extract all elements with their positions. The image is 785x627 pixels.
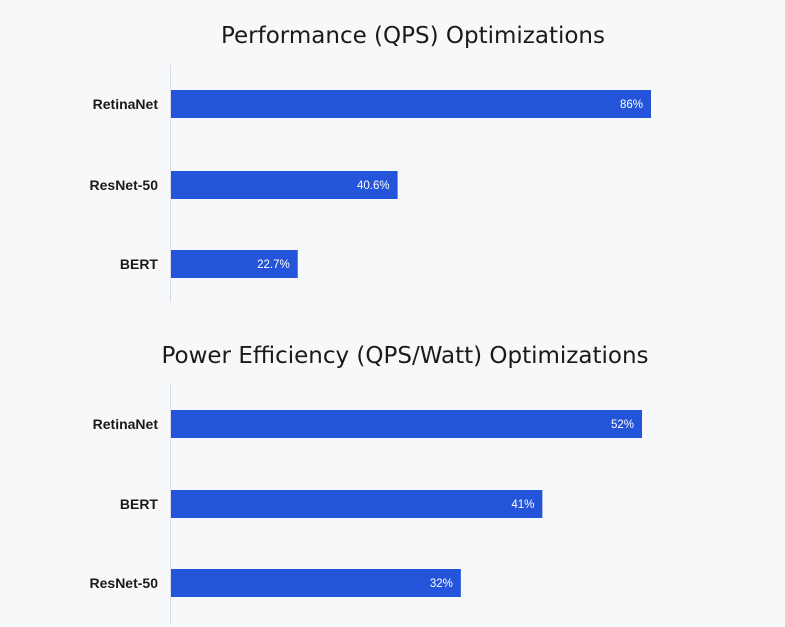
- performance-chart-bars: RetinaNet 86% ResNet-50 40.6% BERT 22.7%: [90, 90, 651, 278]
- performance-chart-bar: [171, 90, 651, 118]
- performance-chart-bar: [171, 250, 298, 278]
- power-efficiency-chart-title: Power Efficiency (QPS/Watt) Optimization…: [161, 343, 648, 369]
- power-efficiency-chart-value-label: 52%: [611, 419, 634, 431]
- power-efficiency-chart-bar: [171, 490, 543, 518]
- performance-chart-value-label: 40.6%: [357, 180, 390, 192]
- performance-chart-value-label: 86%: [620, 99, 643, 111]
- power-efficiency-chart: Power Efficiency (QPS/Watt) Optimization…: [90, 343, 649, 624]
- performance-chart-category-label: ResNet-50: [90, 177, 159, 193]
- performance-chart-bar: [171, 171, 398, 199]
- power-efficiency-chart-category-label: RetinaNet: [93, 416, 159, 432]
- power-efficiency-chart-bars: RetinaNet 52% BERT 41% ResNet-50 32%: [90, 410, 642, 597]
- performance-chart: Performance (QPS) Optimizations RetinaNe…: [90, 23, 651, 302]
- performance-chart-title: Performance (QPS) Optimizations: [221, 23, 605, 49]
- power-efficiency-chart-bar: [171, 569, 461, 597]
- performance-chart-category-label: RetinaNet: [93, 96, 159, 112]
- power-efficiency-chart-value-label: 41%: [511, 499, 534, 511]
- power-efficiency-chart-value-label: 32%: [430, 578, 453, 590]
- power-efficiency-chart-category-label: BERT: [120, 496, 159, 512]
- power-efficiency-chart-category-label: ResNet-50: [90, 575, 159, 591]
- performance-chart-category-label: BERT: [120, 256, 159, 272]
- performance-chart-value-label: 22.7%: [257, 259, 290, 271]
- power-efficiency-chart-bar: [171, 410, 642, 438]
